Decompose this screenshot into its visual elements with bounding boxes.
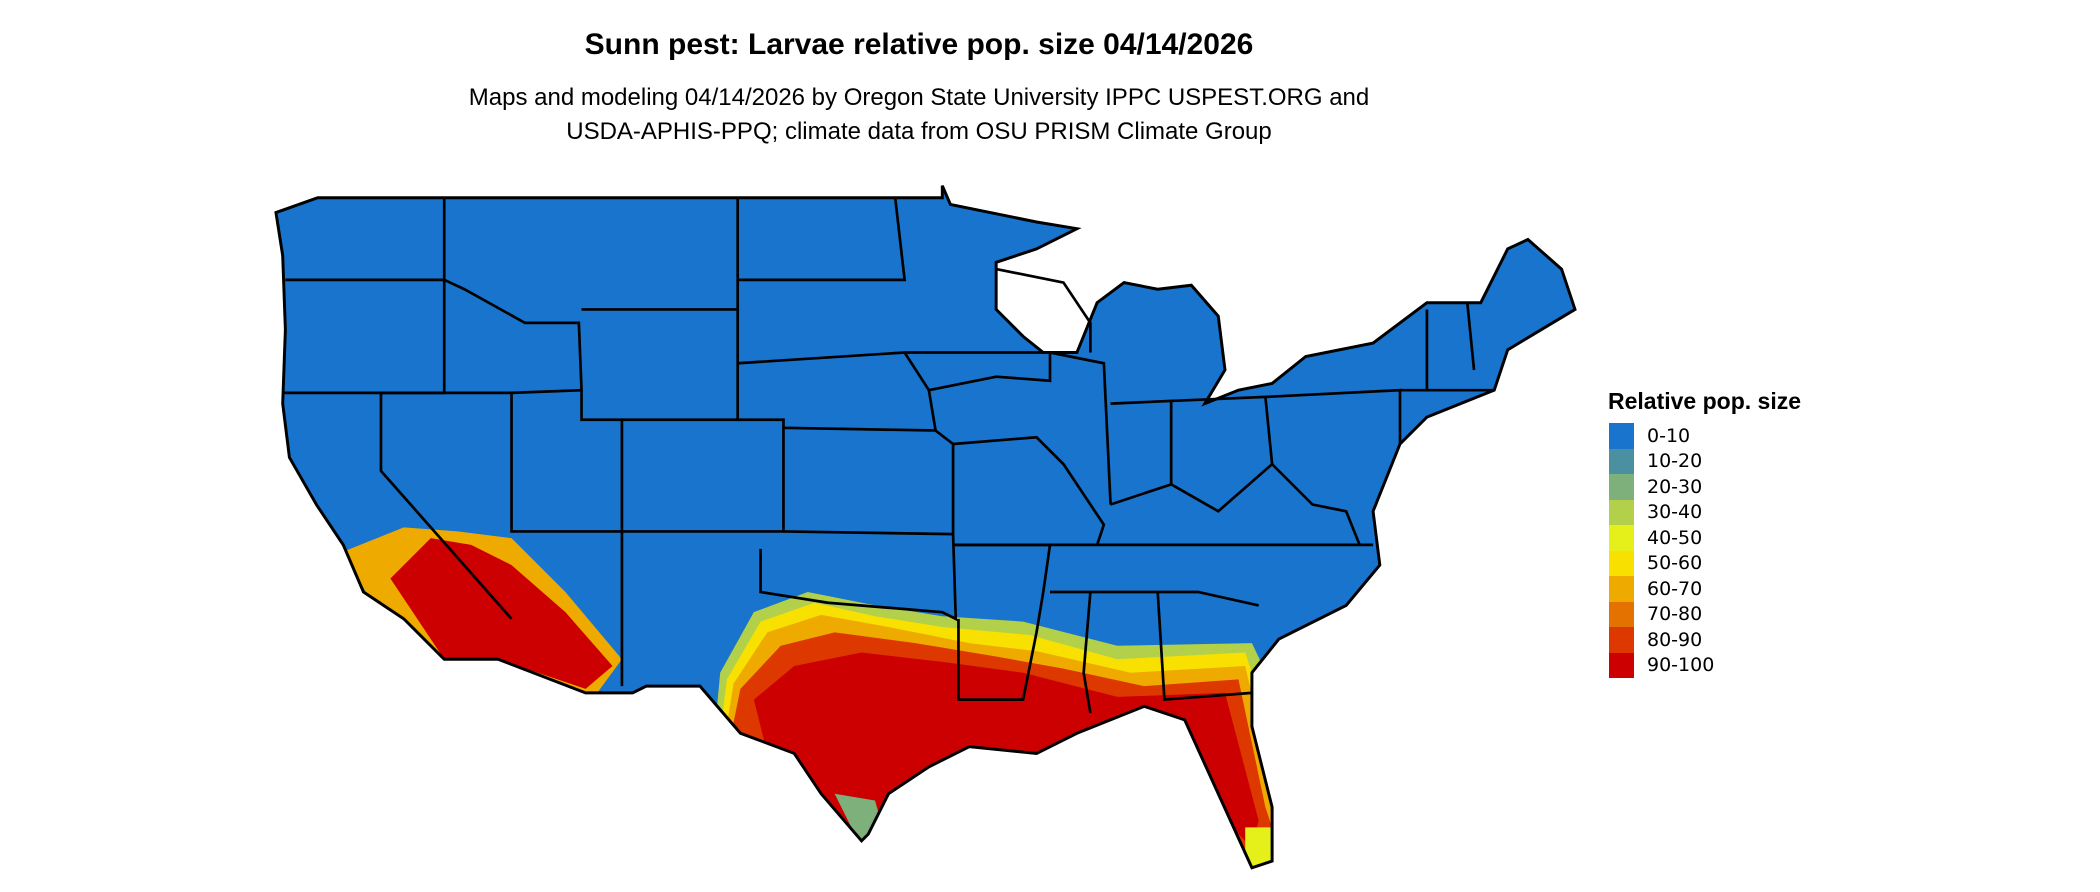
legend-item: 0-10 bbox=[1609, 423, 1801, 449]
legend-label: 50-60 bbox=[1647, 552, 1703, 575]
legend-swatch bbox=[1609, 652, 1634, 678]
legend-item: 20-30 bbox=[1609, 474, 1801, 500]
legend-label: 90-100 bbox=[1647, 654, 1715, 677]
us-outline bbox=[274, 185, 1577, 870]
map-title: Sunn pest: Larvae relative pop. size 04/… bbox=[584, 28, 1254, 61]
map-subtitle-line-1: Maps and modeling 04/14/2026 by Oregon S… bbox=[468, 84, 1370, 111]
map-subtitle-line-2: USDA-APHIS-PPQ; climate data from OSU PR… bbox=[566, 118, 1272, 145]
legend-swatch bbox=[1609, 423, 1634, 449]
legend-label: 0-10 bbox=[1647, 424, 1691, 447]
legend-swatch bbox=[1609, 525, 1634, 551]
state-borders bbox=[282, 197, 1495, 714]
legend-label: 30-40 bbox=[1647, 501, 1703, 524]
legend-swatch bbox=[1609, 601, 1634, 627]
legend-swatch bbox=[1609, 550, 1634, 576]
legend-label: 20-30 bbox=[1647, 475, 1703, 498]
legend-item: 90-100 bbox=[1609, 652, 1801, 678]
legend-item: 50-60 bbox=[1609, 550, 1801, 576]
legend-label: 10-20 bbox=[1647, 450, 1703, 473]
legend-item: 70-80 bbox=[1609, 601, 1801, 627]
zone-south-florida-low bbox=[1245, 827, 1273, 868]
legend-label: 40-50 bbox=[1647, 526, 1703, 549]
legend-swatch bbox=[1609, 474, 1634, 500]
legend-label: 60-70 bbox=[1647, 577, 1703, 600]
legend-swatch bbox=[1609, 627, 1634, 653]
legend-item: 40-50 bbox=[1609, 525, 1801, 551]
legend-title: Relative pop. size bbox=[1608, 388, 1802, 414]
legend-label: 80-90 bbox=[1647, 628, 1703, 651]
legend-swatch bbox=[1609, 576, 1634, 602]
legend-label: 70-80 bbox=[1647, 603, 1703, 626]
legend-item: 10-20 bbox=[1609, 448, 1801, 474]
legend-swatch bbox=[1609, 499, 1634, 525]
legend-swatch bbox=[1609, 448, 1634, 474]
legend-item: 30-40 bbox=[1609, 499, 1801, 525]
zone-arizona-90 bbox=[390, 538, 613, 689]
legend-item: 80-90 bbox=[1609, 627, 1801, 653]
legend: Relative pop. size 0-10 10-20 20-30 30-40 40… bbox=[1608, 388, 1802, 678]
legend-item: 60-70 bbox=[1609, 576, 1801, 602]
